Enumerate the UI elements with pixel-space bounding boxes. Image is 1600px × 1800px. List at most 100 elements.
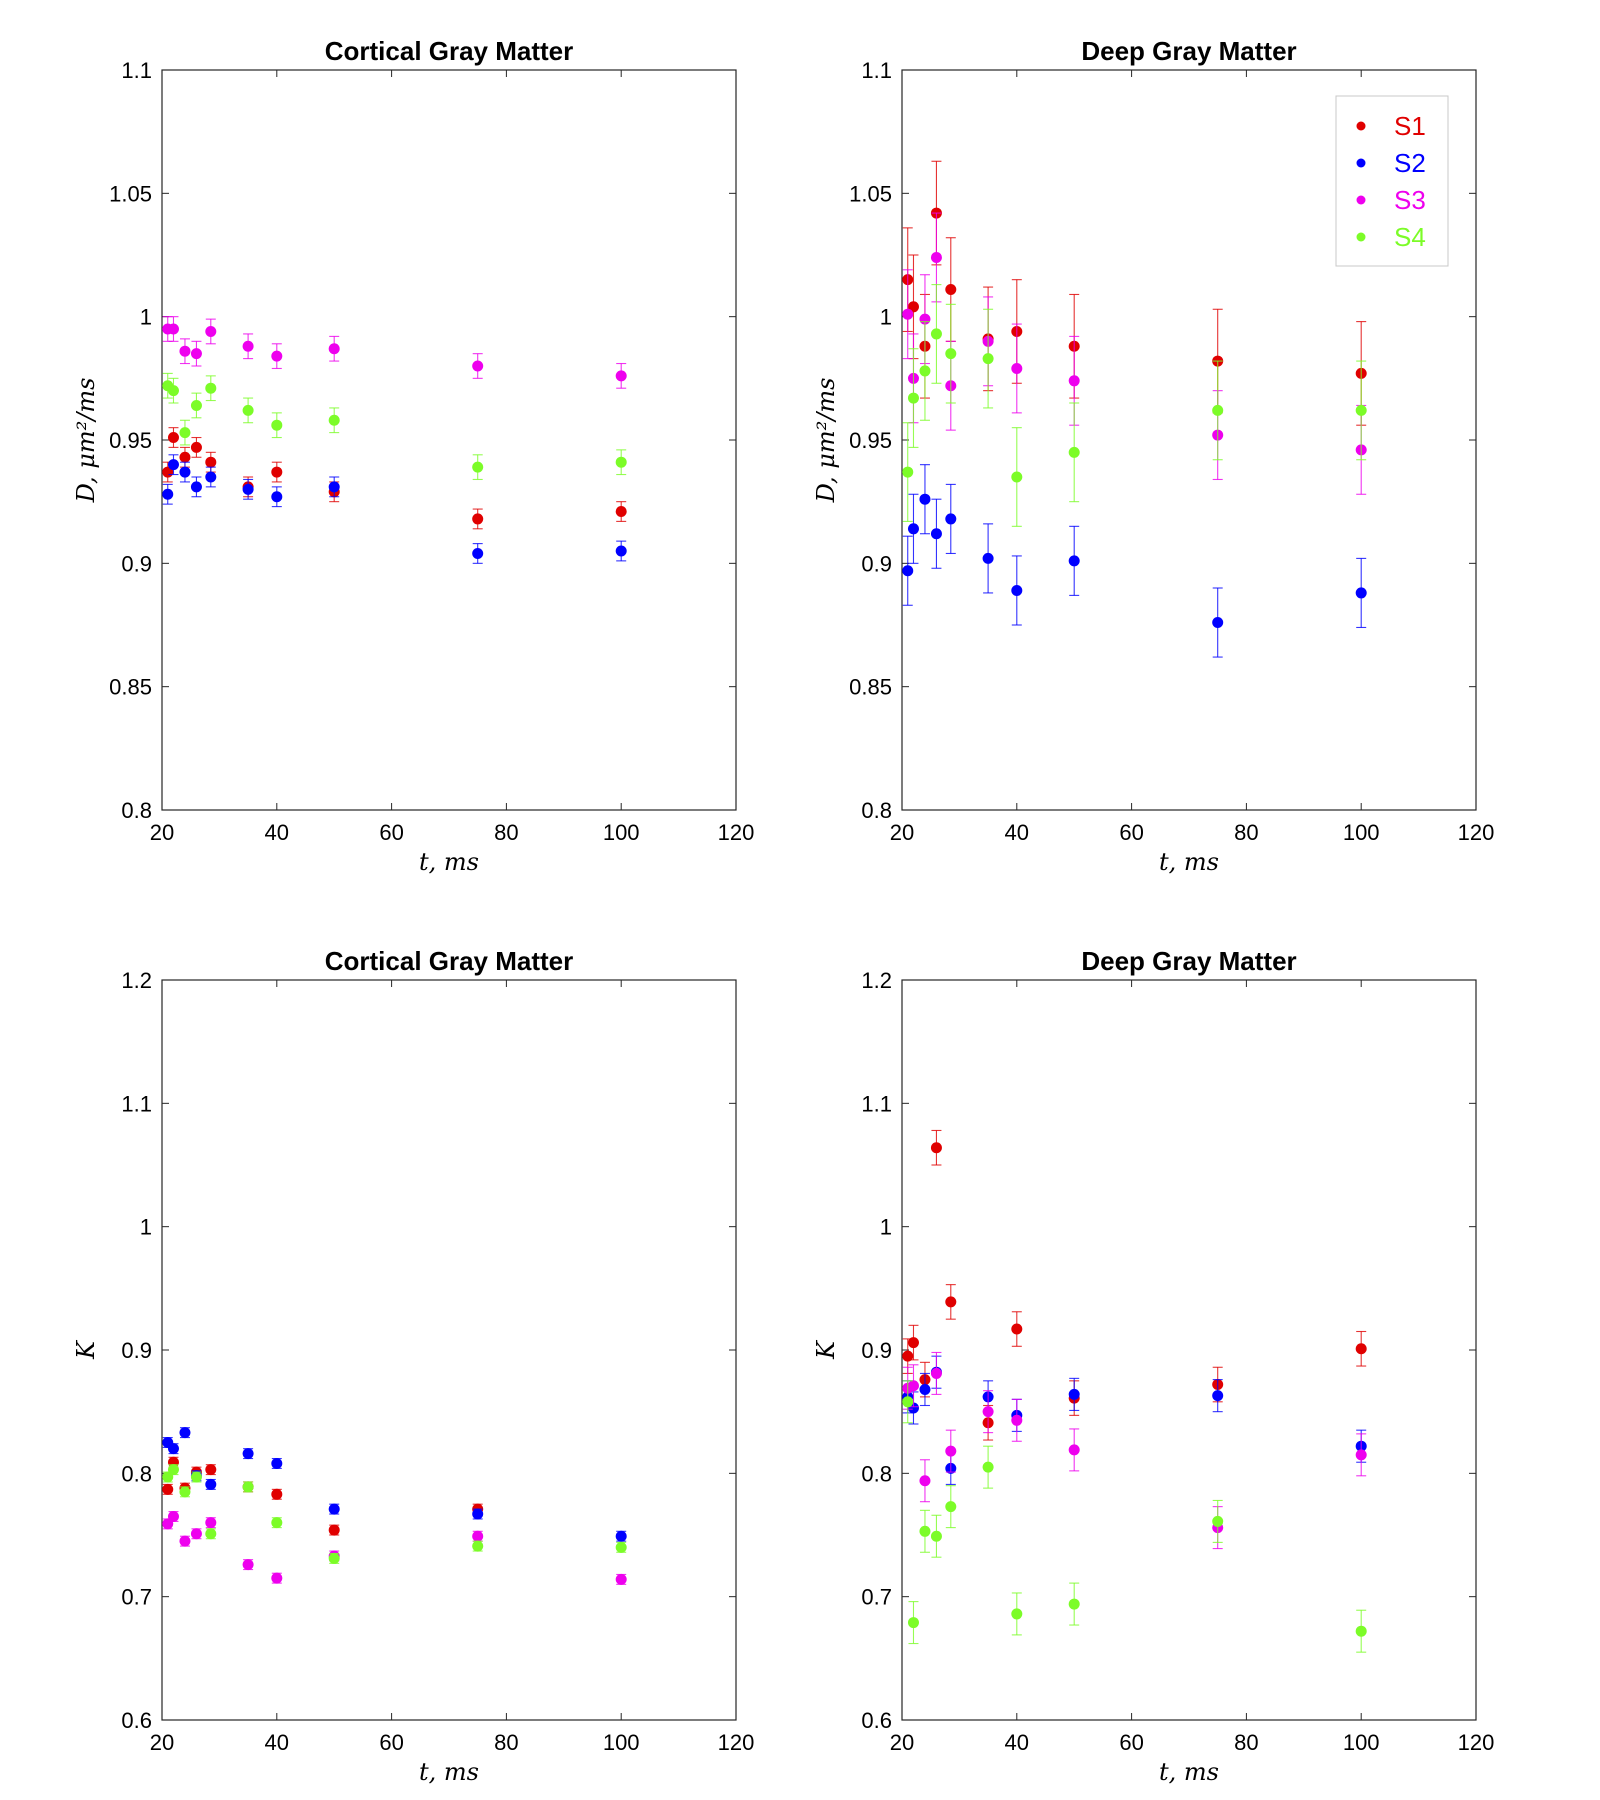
data-point-S4 [190,399,202,411]
x-tick-label: 60 [1119,1730,1143,1755]
data-point-S2 [1212,617,1224,629]
y-tick-label: 1.2 [861,968,892,993]
data-point-S3 [1011,362,1023,374]
x-tick-label: 60 [1119,820,1143,845]
legend-marker-S4 [1356,232,1366,242]
x-tick-label: 100 [1343,1730,1380,1755]
data-point-S3 [615,1573,627,1585]
y-tick-label: 1.05 [849,181,892,206]
series-S3 [162,316,627,389]
data-point-S4 [1011,1608,1023,1620]
y-tick-label: 0.8 [861,1461,892,1486]
legend: S1 S2 S3 S4 [1335,95,1449,267]
data-point-S4 [271,1517,283,1529]
data-point-S1 [271,1488,283,1500]
data-point-S1 [907,1337,919,1349]
x-tick-label: 20 [890,820,914,845]
y-tick-label: 0.95 [849,428,892,453]
data-point-S4 [919,1525,931,1537]
plot-frame [161,979,737,1721]
y-tick-label: 1.1 [121,58,152,83]
legend-marker-S3 [1356,195,1366,205]
data-point-S3 [271,350,283,362]
data-point-S3 [472,360,484,372]
data-point-S3 [190,1528,202,1540]
data-point-S1 [328,1524,340,1536]
data-point-S4 [179,1486,191,1498]
data-point-S2 [167,459,179,471]
y-axis-label: K [72,1339,100,1360]
legend-label-S1: S1 [1394,111,1426,141]
y-axis-label: D, μm²/ms [812,378,840,504]
data-point-S4 [930,1530,942,1542]
x-tick-label: 20 [890,1730,914,1755]
data-point-S1 [945,1296,957,1308]
data-point-S2 [615,1530,627,1542]
x-tick-label: 100 [603,1730,640,1755]
y-tick-label: 1.2 [121,968,152,993]
y-tick-label: 1.05 [109,181,152,206]
data-point-S2 [982,552,994,564]
data-point-S2 [930,528,942,540]
data-point-S3 [179,345,191,357]
data-point-S1 [179,451,191,463]
y-tick-label: 0.85 [109,675,152,700]
data-point-S4 [907,1617,919,1629]
x-tick-label: 120 [1458,1730,1495,1755]
y-tick-label: 0.95 [109,428,152,453]
data-point-S4 [1212,1515,1224,1527]
data-point-S2 [162,488,174,500]
series-S2 [162,454,627,564]
legend-label-S3: S3 [1394,185,1426,215]
legend-marker-S2 [1356,158,1366,168]
chart-panel-4: Deep Gray Matter 20 40 60 80 100 120 t, ms 0.6 0.… [812,946,1494,1786]
chart-panel-3: Cortical Gray Matter 20 40 60 80 100 120 t, ms 0… [72,946,754,1786]
legend-box [1335,95,1449,267]
data-point-S3 [930,251,942,263]
data-point-S3 [167,323,179,335]
data-point-S4 [1212,404,1224,416]
y-tick-label: 1.1 [121,1091,152,1116]
data-point-S1 [167,432,179,444]
x-tick-label: 80 [494,820,518,845]
plot-frame [901,979,1477,1721]
data-point-S3 [1068,1444,1080,1456]
data-point-S4 [902,1396,914,1408]
x-tick-label: 120 [718,1730,755,1755]
data-point-S4 [615,1541,627,1553]
data-point-S3 [167,1511,179,1522]
data-point-S2 [919,493,931,505]
data-point-S4 [472,461,484,473]
x-tick-label: 40 [1005,1730,1029,1755]
data-point-S3 [1355,1449,1367,1461]
x-axis-label: t, ms [419,1758,479,1786]
data-point-S2 [179,466,191,478]
data-point-S3 [615,370,627,382]
data-point-S2 [1011,584,1023,596]
y-tick-label: 0.9 [861,1338,892,1363]
data-point-S2 [205,1478,217,1490]
chart-title: Cortical Gray Matter [325,946,574,976]
y-tick-label: 1 [880,1215,892,1240]
y-axis-label: K [812,1339,840,1360]
data-point-S3 [1011,1414,1023,1426]
y-tick-label: 0.7 [861,1585,892,1610]
x-tick-label: 100 [603,820,640,845]
data-point-S3 [205,325,217,337]
data-point-S2 [1068,1388,1080,1400]
data-point-S1 [1011,1323,1023,1335]
data-point-S2 [907,523,919,535]
x-tick-label: 40 [265,1730,289,1755]
data-point-S3 [271,1572,283,1584]
y-tick-label: 1 [140,305,152,330]
data-point-S4 [179,427,191,439]
data-point-S4 [615,456,627,468]
data-point-S2 [328,481,340,493]
y-axis-label: D, μm²/ms [72,378,100,504]
data-point-S3 [179,1535,191,1547]
data-point-S2 [615,545,627,557]
y-tick-label: 0.9 [121,1338,152,1363]
y-tick-label: 1 [880,305,892,330]
data-point-S1 [615,506,627,518]
x-tick-label: 40 [1005,820,1029,845]
